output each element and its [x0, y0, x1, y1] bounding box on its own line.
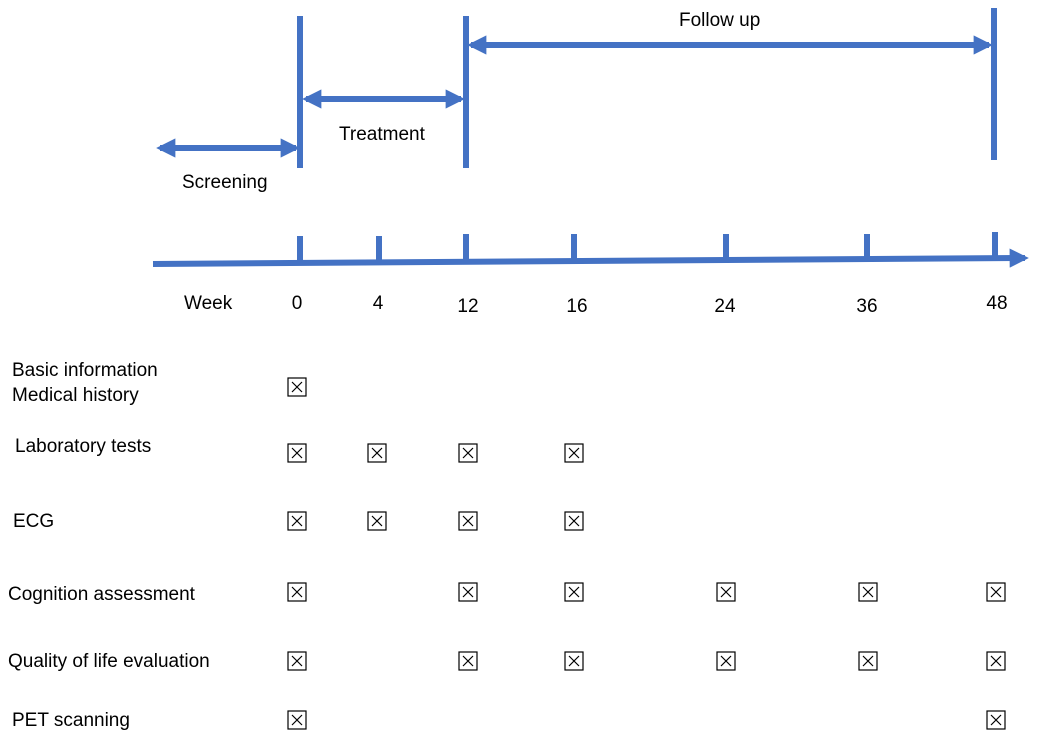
checked-box-icon: [564, 582, 584, 602]
activity-label: Laboratory tests: [15, 436, 151, 457]
week-label-48: 48: [986, 293, 1007, 314]
checked-box-icon: [858, 651, 878, 671]
week-label-24: 24: [714, 296, 736, 317]
week-label-36: 36: [856, 296, 877, 317]
checked-box-icon: [367, 443, 387, 463]
checked-box-icon: [716, 582, 736, 602]
screening-label: Screening: [182, 172, 268, 193]
checked-box-icon: [564, 443, 584, 463]
checked-box-icon: [287, 511, 307, 531]
activity-label: Medical history: [12, 385, 139, 406]
activity-label: PET scanning: [12, 710, 130, 731]
checked-box-icon: [287, 651, 307, 671]
checked-box-icon: [287, 443, 307, 463]
follow-up-label: Follow up: [679, 10, 760, 31]
checked-box-icon: [564, 511, 584, 531]
checked-box-icon: [287, 710, 307, 730]
activity-label: Basic information: [12, 360, 158, 381]
checked-box-icon: [458, 582, 478, 602]
checked-box-icon: [858, 582, 878, 602]
checked-box-icon: [716, 651, 736, 671]
week-label-4: 4: [373, 293, 384, 314]
checked-box-icon: [458, 511, 478, 531]
checked-box-icon: [287, 582, 307, 602]
week-label-12: 12: [457, 296, 478, 317]
activity-label: ECG: [13, 511, 54, 532]
schedule-marks: [287, 377, 1006, 730]
checked-box-icon: [458, 443, 478, 463]
checked-box-icon: [986, 651, 1006, 671]
checked-box-icon: [458, 651, 478, 671]
checked-box-icon: [986, 710, 1006, 730]
activity-label: Quality of life evaluation: [8, 651, 210, 672]
treatment-label: Treatment: [339, 124, 426, 145]
week-label-0: 0: [292, 293, 303, 314]
week-axis: [152, 248, 1029, 268]
week-label-16: 16: [566, 296, 587, 317]
activity-label: Cognition assessment: [8, 584, 196, 605]
checked-box-icon: [287, 377, 307, 397]
checked-box-icon: [367, 511, 387, 531]
week-axis-label: Week: [184, 293, 233, 314]
checked-box-icon: [564, 651, 584, 671]
checked-box-icon: [986, 582, 1006, 602]
